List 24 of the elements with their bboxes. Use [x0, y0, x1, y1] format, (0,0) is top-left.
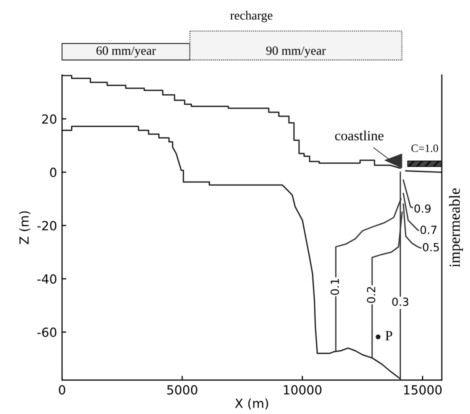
y-axis-title: Z (m): [19, 211, 30, 244]
annotation: 0.7: [420, 226, 436, 234]
x-tick-label: 10000: [284, 385, 322, 395]
annotation: 0.3: [392, 298, 408, 306]
x-tick-label: 5000: [167, 385, 198, 395]
x-tick-label: 15000: [404, 385, 442, 395]
annotation: coastline: [335, 130, 384, 140]
annotation: 0.9: [414, 204, 431, 213]
x-axis-title: X (m): [235, 398, 268, 410]
annotation: 0.2: [366, 287, 376, 303]
text: impermeable: [449, 188, 463, 268]
text: 90 mm/year: [266, 46, 326, 58]
y-tick-label: -20: [37, 220, 56, 230]
annotation: 0.5: [422, 242, 439, 252]
text: recharge: [230, 10, 272, 22]
y-tick-label: -40: [37, 274, 56, 284]
y-tick-label: 0: [50, 168, 56, 178]
x-tick-label: 0: [58, 385, 66, 395]
annotation: P: [385, 331, 392, 340]
y-tick-label: -60: [37, 328, 56, 338]
text: 60 mm/year: [96, 46, 156, 58]
y-tick-label: 20: [42, 114, 56, 124]
annotation: C=1.0: [411, 144, 438, 152]
annotation: 0.1: [330, 278, 340, 295]
